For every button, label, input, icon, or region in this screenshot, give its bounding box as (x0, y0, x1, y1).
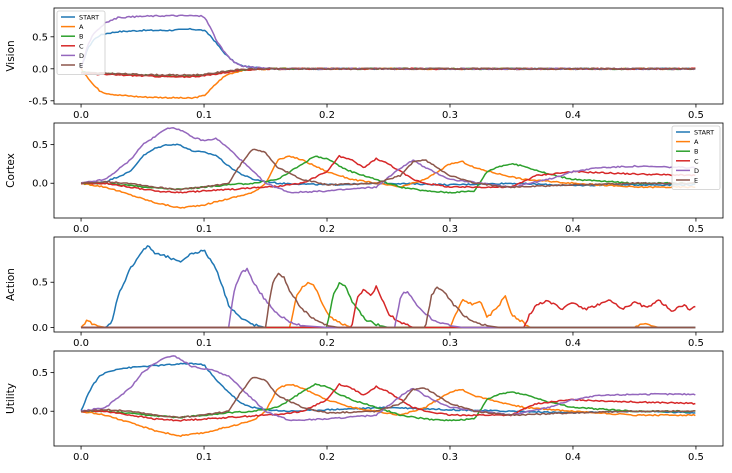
plot-frame (53, 7, 724, 105)
legend-label-d: D (79, 52, 84, 60)
series-line-b (81, 155, 696, 194)
legend-label-a: A (79, 23, 84, 31)
legend-label-start: START (79, 14, 99, 22)
series-group (80, 245, 696, 329)
legend-label-c: C (79, 42, 84, 50)
y-tick-label: 0.0 (32, 64, 48, 75)
series-line-e (80, 148, 696, 191)
x-tick-label: 0.4 (565, 338, 581, 349)
x-tick-label: 0.4 (565, 224, 581, 235)
x-tick-label: 0.1 (196, 110, 212, 121)
y-tick-label: 0.0 (32, 407, 48, 418)
panel-utility: 0.0 0.1 0.2 0.3 0.4 0.5 0.0 0.5 Utility (5, 350, 724, 463)
y-axis-label: Action (5, 268, 17, 301)
legend-label-start: START (694, 129, 714, 137)
series-line-e (81, 272, 696, 329)
legend-label-a: A (694, 138, 699, 146)
series-line-e (80, 67, 696, 77)
series-group (80, 127, 696, 209)
x-tick-label: 0.5 (688, 110, 704, 121)
y-axis-label: Utility (5, 383, 17, 414)
series-line-d (80, 355, 696, 422)
legend-label-d: D (694, 167, 699, 175)
x-tick-label: 0.3 (442, 224, 458, 235)
y-axis-label: Cortex (5, 153, 17, 188)
legend-label-b: B (694, 148, 698, 156)
series-line-c (80, 383, 696, 422)
x-tick-label: 0.3 (442, 110, 458, 121)
series-line-b (81, 281, 696, 329)
y-tick-label: 0.5 (32, 140, 48, 151)
y-tick-label: 0.0 (32, 323, 48, 334)
x-tick-label: 0.2 (319, 110, 335, 121)
y-tick-label: 0.5 (32, 32, 48, 43)
y-tick-label: 0.0 (32, 179, 48, 190)
series-line-a (80, 67, 696, 100)
series-group (80, 14, 696, 100)
y-axis-label: Vision (5, 40, 17, 71)
series-group (80, 355, 696, 438)
x-tick-label: 0.2 (319, 338, 335, 349)
series-line-e (80, 376, 696, 419)
x-tick-label: 0.1 (196, 338, 212, 349)
x-tick-label: 0.0 (73, 224, 89, 235)
x-tick-label: 0.4 (565, 110, 581, 121)
x-tick-label: 0.4 (565, 452, 581, 463)
legend-label-e: E (79, 62, 83, 70)
y-tick-label: -0.5 (28, 96, 48, 107)
x-tick-label: 0.5 (688, 224, 704, 235)
plot-frame (53, 122, 724, 219)
series-line-start (80, 27, 696, 71)
x-tick-label: 0.2 (319, 224, 335, 235)
x-tick-label: 0.5 (688, 338, 704, 349)
x-tick-label: 0.3 (442, 338, 458, 349)
legend-label-b: B (79, 33, 83, 41)
series-line-b (81, 383, 696, 422)
plot-frame (53, 350, 724, 447)
legend-label-e: E (694, 177, 698, 185)
x-tick-label: 0.3 (442, 452, 458, 463)
panel-vision: 0.0 0.1 0.2 0.3 0.4 0.5 -0.5 0.0 0.5 Vision STARTA… (5, 7, 724, 121)
series-line-a (80, 281, 696, 329)
x-tick-label: 0.1 (196, 224, 212, 235)
plot-frame (53, 236, 724, 333)
series-line-c (80, 154, 696, 194)
x-tick-label: 0.0 (73, 110, 89, 121)
series-line-d (81, 267, 696, 329)
series-line-d (80, 14, 696, 71)
x-tick-label: 0.5 (688, 452, 704, 463)
x-tick-label: 0.0 (73, 452, 89, 463)
series-line-start (81, 245, 696, 329)
y-tick-label: 0.5 (32, 278, 48, 289)
legend-label-c: C (694, 157, 699, 165)
y-tick-label: 0.5 (32, 368, 48, 379)
x-tick-label: 0.2 (319, 452, 335, 463)
x-tick-label: 0.1 (196, 452, 212, 463)
series-line-c (81, 285, 696, 329)
x-tick-label: 0.0 (73, 338, 89, 349)
panel-action: 0.0 0.1 0.2 0.3 0.4 0.5 0.0 0.5 Action (5, 236, 724, 349)
series-line-d (80, 127, 696, 194)
